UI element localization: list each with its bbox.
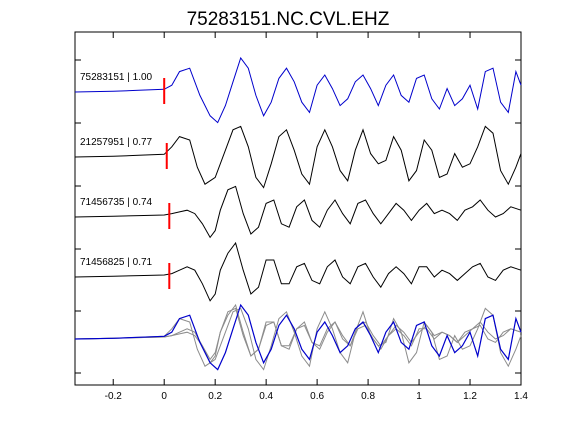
traces bbox=[74, 56, 522, 302]
x-tick-label: 1.4 bbox=[514, 391, 528, 402]
x-tick-label: 1 bbox=[416, 391, 422, 402]
trace-label: 21257951 | 0.77 bbox=[80, 137, 153, 148]
overlay-trace-71456825 bbox=[74, 303, 522, 364]
trace-line-75283151 bbox=[74, 56, 522, 124]
chart-title: 75283151.NC.CVL.EHZ bbox=[187, 9, 390, 30]
overlay-stack bbox=[74, 303, 522, 371]
trace-label: 75283151 | 1.00 bbox=[80, 72, 153, 83]
trace-label: 71456735 | 0.74 bbox=[80, 197, 153, 208]
trace-label: 71456825 | 0.71 bbox=[80, 257, 153, 268]
trace-labels: 75283151 | 1.00 21257951 | 0.77 71456735 |… bbox=[80, 72, 153, 268]
trace-line-21257951 bbox=[74, 125, 522, 189]
x-axis: -0.2 0 0.2 0.4 0.6 0.8 1 1.2 1.4 bbox=[105, 32, 528, 402]
x-tick-label: 0 bbox=[161, 391, 167, 402]
x-tick-label: 0.6 bbox=[310, 391, 324, 402]
x-tick-label: 0.4 bbox=[259, 391, 273, 402]
x-tick-label: 0.8 bbox=[361, 391, 375, 402]
overlay-trace-75283151 bbox=[74, 303, 522, 371]
x-tick-label: 1.2 bbox=[463, 391, 477, 402]
x-tick-label: -0.2 bbox=[105, 391, 123, 402]
trace-line-71456825 bbox=[74, 241, 522, 302]
plot-frame bbox=[74, 31, 522, 386]
x-tick-label: 0.2 bbox=[208, 391, 222, 402]
y-ticks bbox=[75, 59, 521, 374]
trace-line-71456735 bbox=[74, 185, 522, 239]
